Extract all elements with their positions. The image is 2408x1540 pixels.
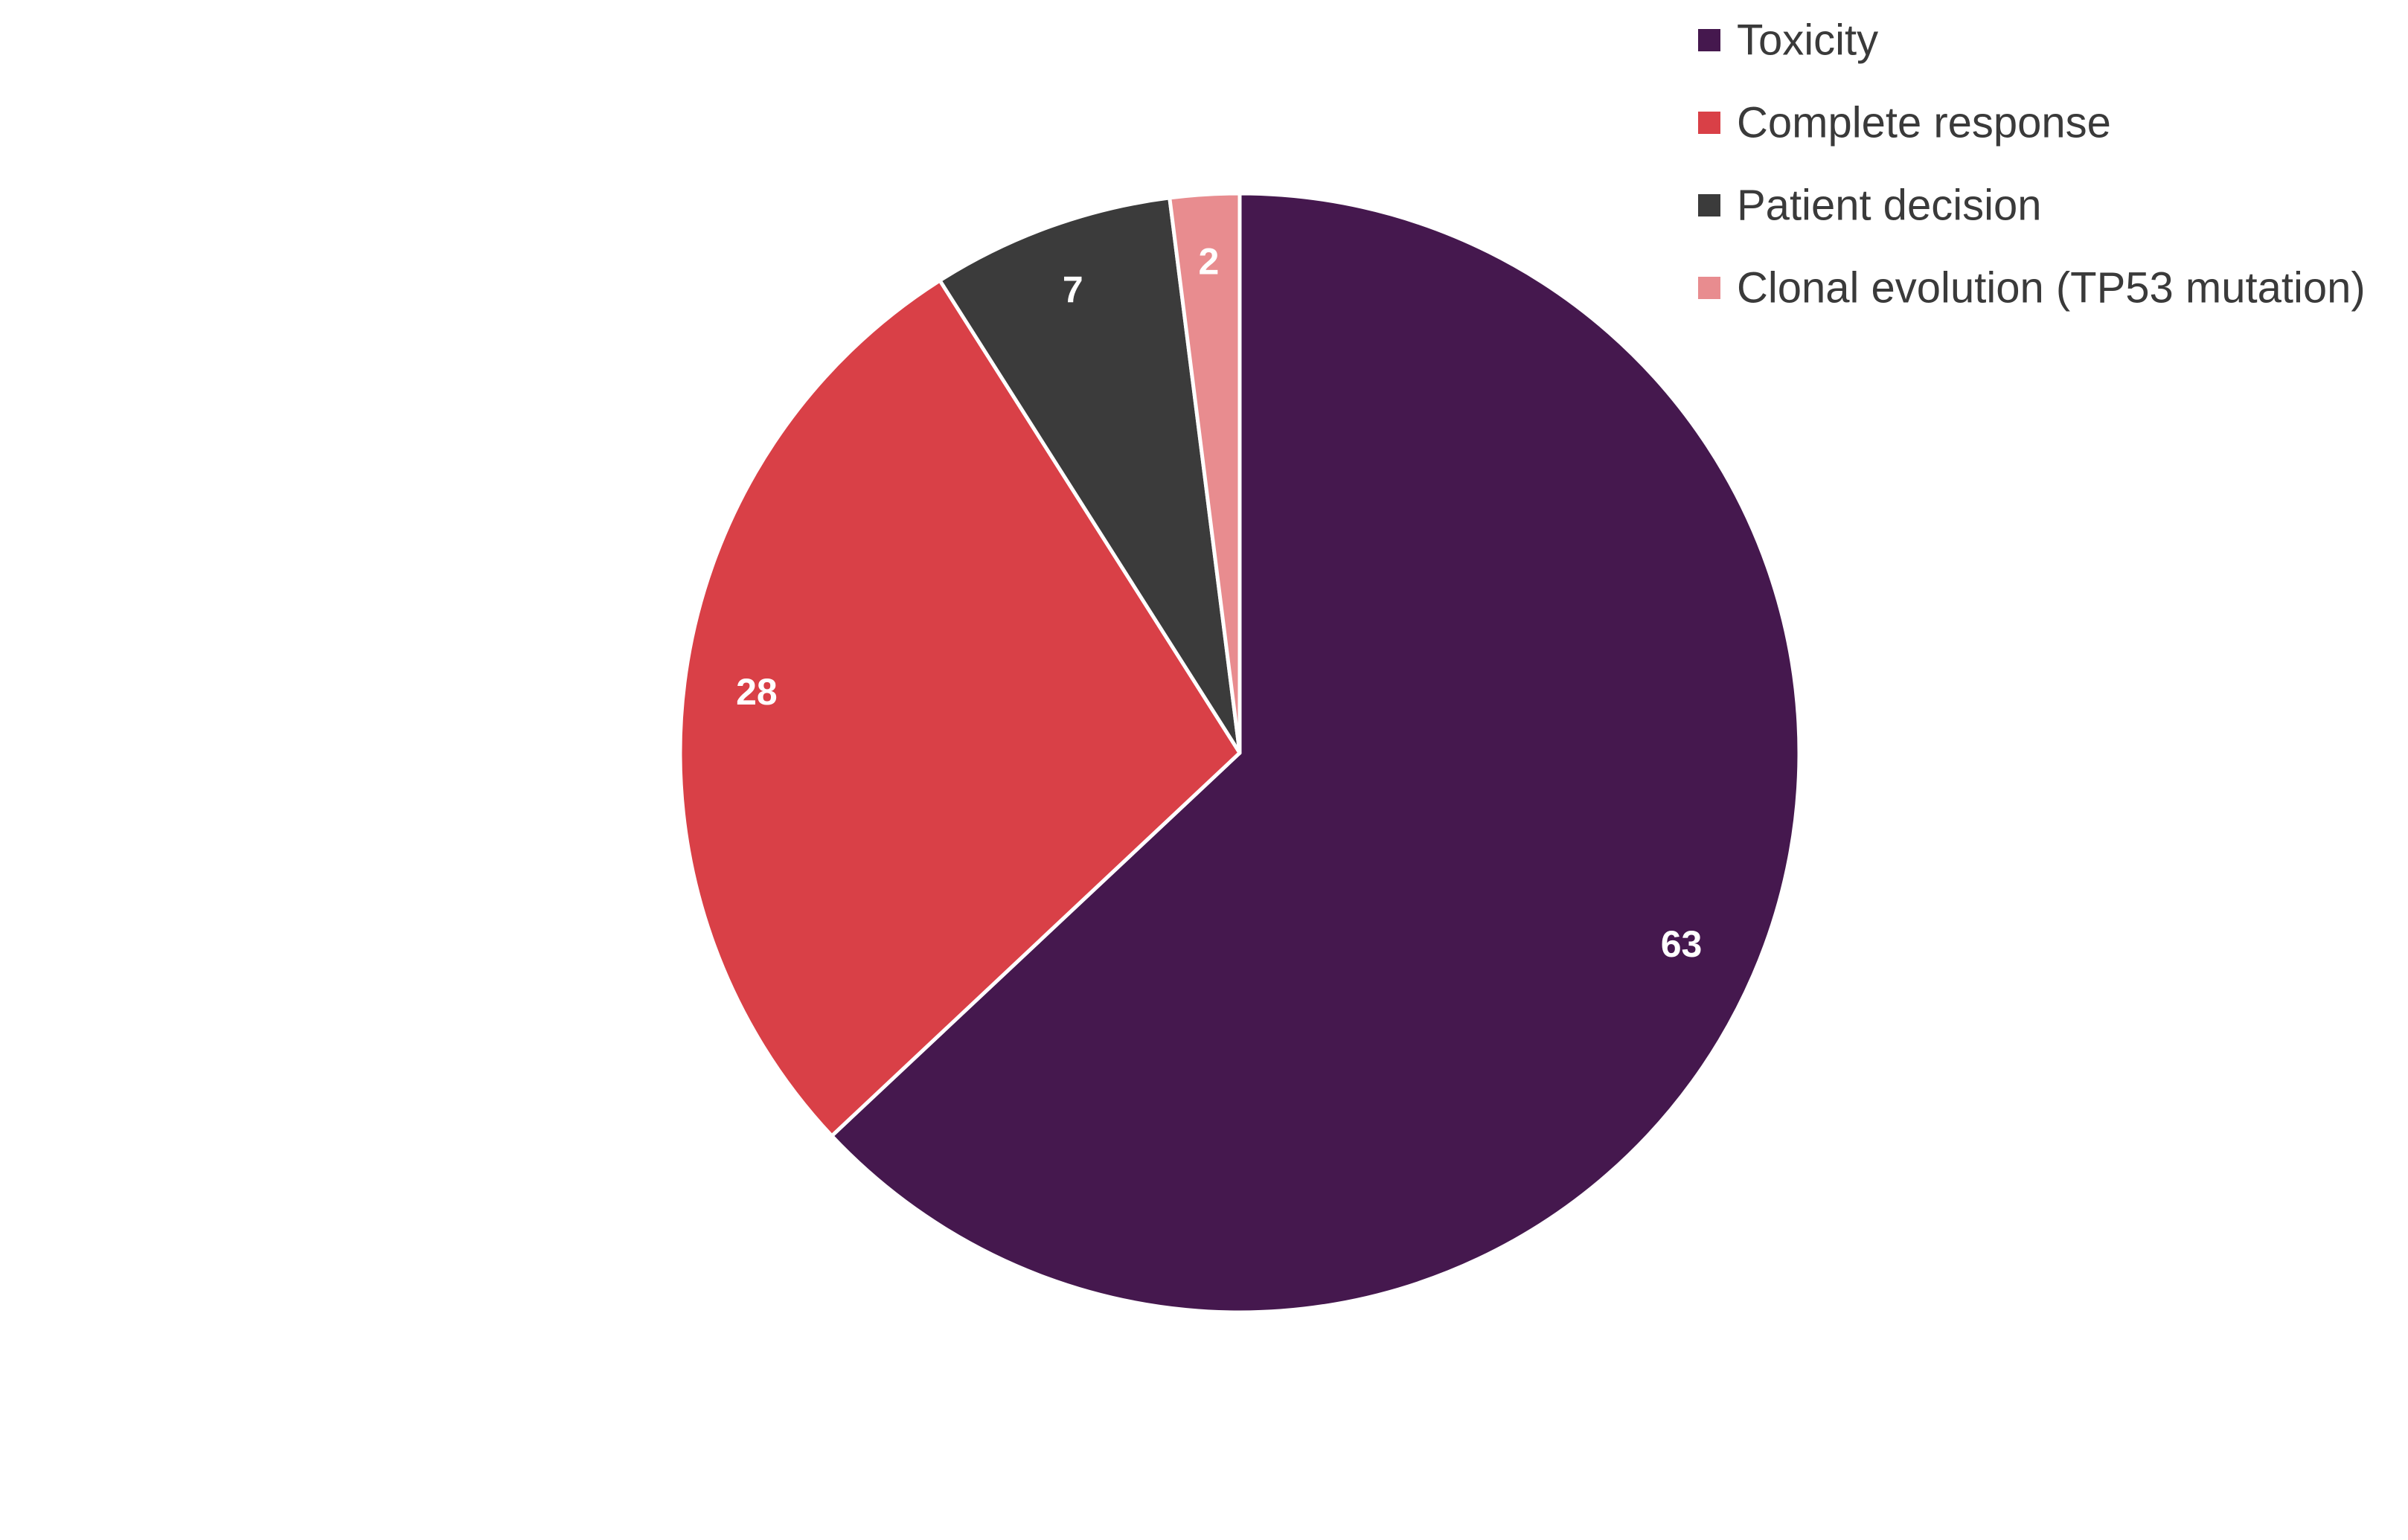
legend-item-clonal-evolution-tp53-mutation: Clonal evolution (TP53 mutation) [1698,264,2366,312]
legend-swatch [1698,194,1720,216]
data-label-complete-response: 28 [736,671,778,713]
chart-legend: Toxicity Complete response Patient decisio… [1698,16,2366,312]
data-label-patient-decision: 7 [1063,269,1083,310]
data-label-clonal-evolution-tp53-mutation: 2 [1199,241,1220,283]
pie-slice-toxicity [830,191,1802,1315]
pie-data-labels: 63 28 7 2 [736,241,1702,965]
data-label-toxicity: 63 [1661,923,1703,965]
legend-label: Patient decision [1737,182,2041,230]
pie-slice-complete-response [678,278,1242,1138]
legend-label: Clonal evolution (TP53 mutation) [1737,264,2366,312]
pie-slice-clonal-evolution-tp53-mutation [1168,191,1242,755]
legend-item-complete-response: Complete response [1698,99,2111,147]
legend-label: Toxicity [1737,16,1878,65]
pie-slice-patient-decision [938,196,1242,755]
pie-slices [678,191,1802,1315]
legend-swatch [1698,29,1720,51]
legend-item-patient-decision: Patient decision [1698,182,2041,230]
legend-swatch [1698,112,1720,134]
legend-label: Complete response [1737,99,2111,147]
legend-swatch [1698,277,1720,299]
legend-item-toxicity: Toxicity [1698,16,1878,65]
